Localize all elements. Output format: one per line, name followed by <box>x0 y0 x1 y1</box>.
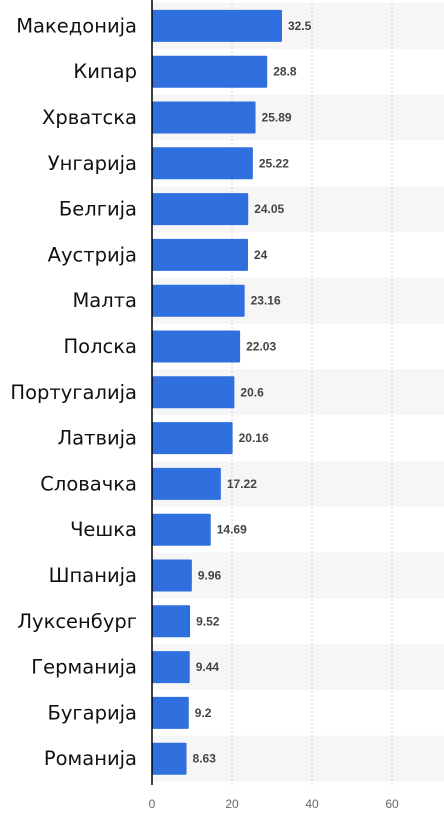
category-label: Македонија <box>16 14 137 37</box>
bar <box>152 193 249 226</box>
bar <box>152 422 233 455</box>
category-label: Чешка <box>70 518 137 541</box>
x-tick-label: 20 <box>225 797 239 811</box>
category-label: Германија <box>31 656 137 679</box>
bar <box>152 513 211 546</box>
value-label: 22.03 <box>246 340 276 354</box>
category-label: Португалија <box>10 381 137 404</box>
value-label: 20.6 <box>240 385 264 399</box>
category-label: Малта <box>72 289 137 312</box>
bar <box>152 238 248 271</box>
value-label: 25.22 <box>259 156 289 170</box>
category-label: Словачка <box>40 472 137 495</box>
value-label: 23.16 <box>251 294 281 308</box>
x-tick-label: 0 <box>149 797 156 811</box>
value-label: 20.16 <box>239 431 269 445</box>
row-stripe <box>152 552 444 599</box>
category-label: Аустрија <box>48 243 137 266</box>
category-label: Белгија <box>59 198 137 221</box>
bar <box>152 9 282 42</box>
bar <box>152 605 191 638</box>
category-label: Луксенбург <box>17 610 137 633</box>
category-labels: Македонија Кипар Хрватска Унгарија Белгија Ау… <box>10 14 137 770</box>
value-label: 9.44 <box>196 660 220 674</box>
row-stripe <box>152 735 444 782</box>
value-label: 9.96 <box>198 569 222 583</box>
bar <box>152 651 190 684</box>
category-label: Латвија <box>57 427 137 450</box>
x-tick-label: 40 <box>305 797 319 811</box>
value-label: 9.2 <box>195 706 212 720</box>
bar <box>152 55 268 88</box>
value-label: 9.52 <box>196 614 220 628</box>
value-label: 8.63 <box>193 752 217 766</box>
value-label: 24.05 <box>254 202 284 216</box>
bar <box>152 376 235 409</box>
value-label: 17.22 <box>227 477 257 491</box>
bar <box>152 467 221 500</box>
row-stripe <box>152 644 444 690</box>
x-tick-labels: 0 20 40 60 <box>149 797 399 811</box>
value-labels: 32.5 28.8 25.89 25.22 24.05 24 23.16 22.03 20.6 2… <box>193 19 312 766</box>
x-tick-label: 60 <box>385 797 399 811</box>
category-label: Кипар <box>73 60 137 83</box>
bar <box>152 742 187 775</box>
category-label: Хрватска <box>42 106 137 129</box>
category-label: Романија <box>44 747 137 770</box>
value-label: 32.5 <box>288 19 312 33</box>
bar <box>152 696 189 729</box>
category-label: Шпанија <box>49 564 137 587</box>
category-label: Бугарија <box>47 701 137 724</box>
value-label: 25.89 <box>262 111 292 125</box>
bar <box>152 330 241 363</box>
value-label: 24 <box>254 248 268 262</box>
bars <box>152 9 282 775</box>
category-label: Унгарија <box>48 152 137 175</box>
bar <box>152 284 245 317</box>
value-label: 28.8 <box>273 65 297 79</box>
bar <box>152 559 192 592</box>
bar <box>152 101 256 134</box>
bar <box>152 147 253 180</box>
value-label: 14.69 <box>217 523 247 537</box>
category-label: Полска <box>63 335 137 358</box>
